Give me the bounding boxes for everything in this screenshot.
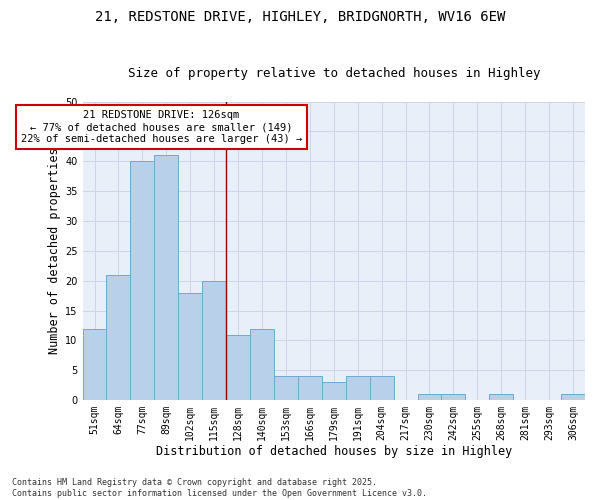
Bar [106,275,130,400]
Bar [250,328,274,400]
Bar [154,156,178,400]
Y-axis label: Number of detached properties: Number of detached properties [48,148,61,354]
Bar [130,161,154,400]
Bar [370,376,394,400]
Title: Size of property relative to detached houses in Highley: Size of property relative to detached ho… [128,66,540,80]
Bar [83,328,106,400]
Bar [274,376,298,400]
X-axis label: Distribution of detached houses by size in Highley: Distribution of detached houses by size … [155,444,512,458]
Bar [561,394,585,400]
Bar [346,376,370,400]
Text: 21 REDSTONE DRIVE: 126sqm
← 77% of detached houses are smaller (149)
22% of semi: 21 REDSTONE DRIVE: 126sqm ← 77% of detac… [21,110,302,144]
Bar [178,292,202,400]
Bar [322,382,346,400]
Bar [489,394,513,400]
Bar [442,394,466,400]
Bar [418,394,442,400]
Bar [202,280,226,400]
Text: 21, REDSTONE DRIVE, HIGHLEY, BRIDGNORTH, WV16 6EW: 21, REDSTONE DRIVE, HIGHLEY, BRIDGNORTH,… [95,10,505,24]
Text: Contains HM Land Registry data © Crown copyright and database right 2025.
Contai: Contains HM Land Registry data © Crown c… [12,478,427,498]
Bar [298,376,322,400]
Bar [226,334,250,400]
